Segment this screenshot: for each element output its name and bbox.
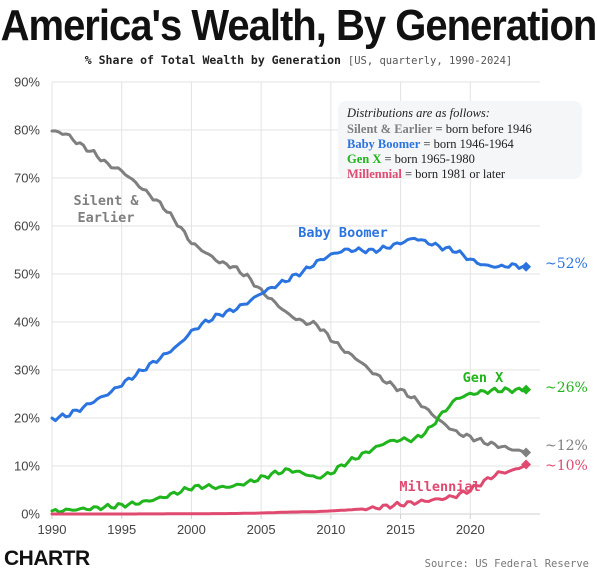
series-label-line: Earlier	[78, 210, 135, 226]
legend-item-detail: = born 1981 or later	[402, 167, 506, 181]
series-label-millennial: Millennial	[399, 479, 480, 495]
y-tick-label: 0%	[21, 507, 40, 522]
subtitle-main: % Share of Total Wealth by Generation	[84, 53, 341, 67]
legend-item-name: Gen X	[347, 152, 381, 166]
legend-item-detail: = born 1946-1964	[420, 137, 514, 151]
end-value-label-silent: ~12%	[545, 438, 588, 454]
end-marker-millennial	[521, 459, 532, 470]
y-tick-label: 10%	[14, 459, 40, 474]
axes: 0% 10% 20% 30% 40% 50% 60% 70% 80% 90% 1990 1995 200…	[14, 75, 485, 538]
series-label-boomer: Baby Boomer	[298, 225, 387, 241]
series-labels: Silent & Earlier ~12% Baby Boomer ~52% Gen X ~…	[73, 193, 587, 495]
y-tick-label: 30%	[14, 363, 40, 378]
y-tick-label: 40%	[14, 315, 40, 330]
legend-item: Silent & Earlier = born before 1946	[347, 122, 532, 136]
x-tick-label: 2005	[247, 522, 276, 537]
grid-lines	[51, 81, 540, 515]
series-line-genx	[50, 386, 528, 514]
y-tick-label: 20%	[14, 411, 40, 426]
series-label-line: Gen X	[463, 370, 504, 386]
end-value-label-boomer: ~52%	[545, 256, 588, 272]
subtitle-detail: [US, quarterly, 1990-2024]	[347, 55, 513, 67]
series-line-silent	[50, 129, 528, 455]
end-value-label-millennial: ~10%	[545, 458, 588, 474]
chart-title: America's Wealth, By Generation	[0, 2, 597, 50]
legend-heading: Distributions are as follows:	[346, 106, 490, 120]
series-label-silent: Silent & Earlier	[73, 193, 139, 226]
series-label-line: Millennial	[399, 479, 480, 495]
y-tick-label: 90%	[14, 75, 40, 90]
y-tick-label: 70%	[14, 171, 40, 186]
y-tick-label: 60%	[14, 219, 40, 234]
y-tick-label: 80%	[14, 123, 40, 138]
series-label-genx: Gen X	[463, 370, 504, 386]
x-tick-label: 2020	[456, 522, 485, 537]
legend-item-detail: = born 1965-1980	[381, 152, 475, 166]
legend-item-detail: = born before 1946	[432, 122, 531, 136]
legend-box	[338, 101, 582, 179]
series-label-line: Silent &	[73, 193, 139, 209]
legend: Distributions are as follows: Silent & Ea…	[338, 101, 582, 181]
series-line-boomer	[50, 236, 528, 423]
series-label-line: Baby Boomer	[298, 225, 387, 241]
series-line-millennial	[50, 463, 528, 516]
series-lines	[50, 129, 532, 516]
legend-item: Millennial = born 1981 or later	[347, 167, 506, 181]
legend-item-name: Millennial	[347, 167, 402, 181]
end-marker-silent	[521, 447, 532, 458]
chartr-logo: CHARTR	[4, 547, 90, 570]
end-marker-genx	[521, 384, 532, 395]
x-tick-label: 1995	[107, 522, 136, 537]
end-value-label-genx: ~26%	[545, 380, 588, 396]
legend-item: Baby Boomer = born 1946-1964	[347, 137, 515, 151]
legend-item: Gen X = born 1965-1980	[347, 152, 475, 166]
x-tick-label: 2000	[177, 522, 206, 537]
x-tick-label: 1990	[38, 522, 67, 537]
end-marker-boomer	[521, 261, 532, 272]
y-tick-label: 50%	[14, 267, 40, 282]
x-tick-label: 2015	[386, 522, 415, 537]
legend-item-name: Baby Boomer	[347, 137, 421, 151]
legend-item-name: Silent & Earlier	[347, 122, 433, 136]
chart-subtitle: % Share of Total Wealth by Generation [U…	[0, 53, 597, 67]
x-tick-label: 2010	[316, 522, 345, 537]
source-note: Source: US Federal Reserve	[424, 558, 589, 570]
